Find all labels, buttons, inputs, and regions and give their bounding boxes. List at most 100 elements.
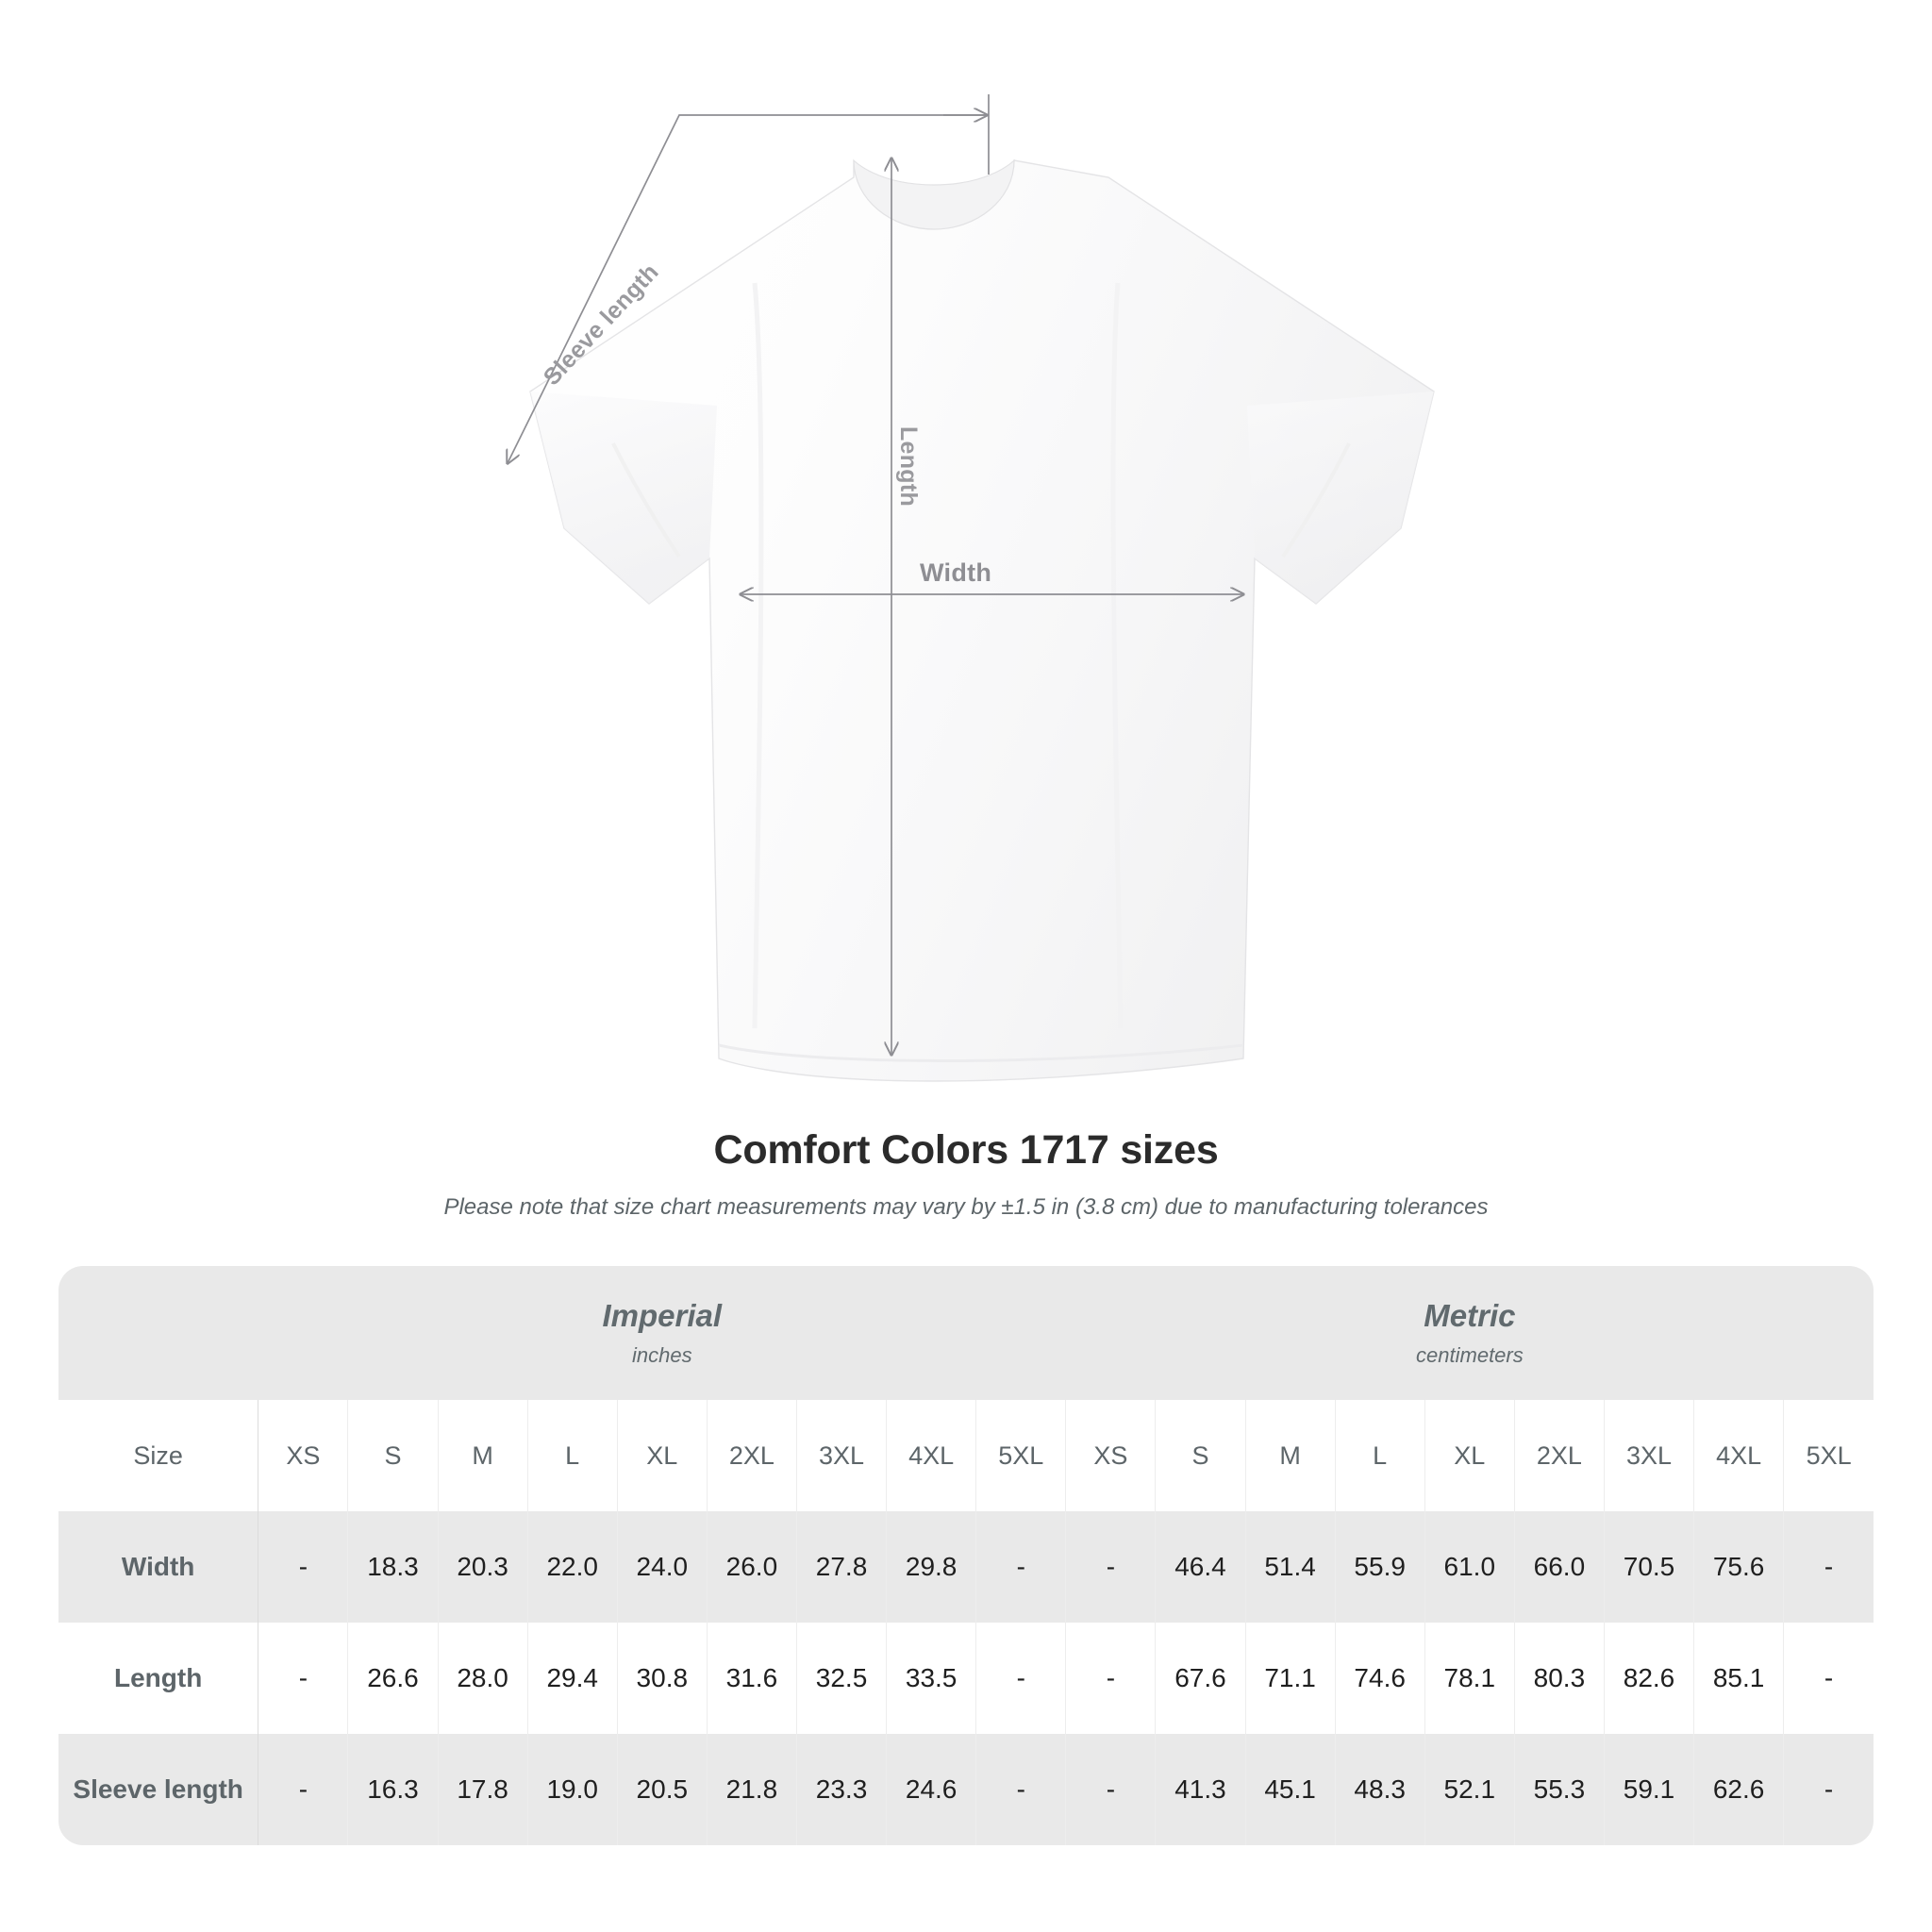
size-header-imperial-3xl: 3XL [796, 1400, 888, 1511]
cell-sleeve-met-2xl: 55.3 [1514, 1734, 1605, 1845]
cell-length-met-xl: 78.1 [1424, 1623, 1515, 1734]
cell-sleeve-imp-5xl: - [975, 1734, 1067, 1845]
cell-width-met-4xl: 75.6 [1693, 1511, 1785, 1623]
unit-sub-metric: centimeters [1416, 1343, 1524, 1367]
tshirt-diagram: Sleeve length Length Width [0, 94, 1435, 1082]
row-label-sleeve-length: Sleeve length [58, 1734, 259, 1845]
cell-length-imp-xl: 30.8 [617, 1623, 708, 1734]
cell-width-imp-4xl: 29.8 [886, 1511, 977, 1623]
cell-length-imp-xs: - [258, 1623, 349, 1734]
size-header-imperial-5xl: 5XL [975, 1400, 1067, 1511]
table-row: Width - 18.3 20.3 22.0 24.0 26.0 27.8 29… [58, 1511, 1874, 1623]
size-header-metric-m: M [1245, 1400, 1336, 1511]
unit-name-metric: Metric [1424, 1298, 1516, 1333]
cell-width-imp-5xl: - [975, 1511, 1067, 1623]
size-header-metric-l: L [1335, 1400, 1425, 1511]
cell-width-imp-l: 22.0 [527, 1511, 618, 1623]
size-header-label: Size [58, 1400, 259, 1511]
cell-length-imp-s: 26.6 [347, 1623, 439, 1734]
cell-length-met-5xl: - [1783, 1623, 1874, 1734]
cell-width-met-l: 55.9 [1335, 1511, 1425, 1623]
unit-sub-imperial: inches [632, 1343, 692, 1367]
cell-length-met-xs: - [1065, 1623, 1157, 1734]
cell-sleeve-imp-s: 16.3 [347, 1734, 439, 1845]
cell-sleeve-met-xl: 52.1 [1424, 1734, 1515, 1845]
size-header-imperial-m: M [438, 1400, 528, 1511]
size-header-imperial-xs: XS [258, 1400, 349, 1511]
size-table-container: Imperial inches Metric centimeters Size … [58, 1266, 1874, 1845]
cell-length-met-4xl: 85.1 [1693, 1623, 1785, 1734]
cell-width-imp-s: 18.3 [347, 1511, 439, 1623]
cell-sleeve-imp-xl: 20.5 [617, 1734, 708, 1845]
unit-cell-imperial: Imperial inches [258, 1266, 1066, 1400]
cell-length-met-3xl: 82.6 [1604, 1623, 1695, 1734]
cell-sleeve-met-s: 41.3 [1155, 1734, 1246, 1845]
size-header-row: Size XS S M L XL 2XL 3XL 4XL 5XL XS S M … [58, 1400, 1874, 1511]
size-header-imperial-l: L [527, 1400, 618, 1511]
size-header-imperial-s: S [347, 1400, 439, 1511]
cell-width-imp-m: 20.3 [438, 1511, 528, 1623]
tshirt-shape [529, 158, 1435, 1082]
cell-width-imp-2xl: 26.0 [707, 1511, 797, 1623]
size-header-imperial-2xl: 2XL [707, 1400, 797, 1511]
cell-sleeve-met-4xl: 62.6 [1693, 1734, 1785, 1845]
length-label: Length [895, 425, 923, 508]
cell-width-met-xs: - [1065, 1511, 1157, 1623]
cell-length-met-s: 67.6 [1155, 1623, 1246, 1734]
row-label-width: Width [58, 1511, 259, 1623]
cell-sleeve-met-xs: - [1065, 1734, 1157, 1845]
cell-width-met-xl: 61.0 [1424, 1511, 1515, 1623]
table-row: Length - 26.6 28.0 29.4 30.8 31.6 32.5 3… [58, 1623, 1874, 1734]
unit-name-imperial: Imperial [602, 1298, 723, 1333]
cell-width-met-s: 46.4 [1155, 1511, 1246, 1623]
sleeve-length-dimension [508, 114, 989, 463]
size-header-metric-2xl: 2XL [1514, 1400, 1605, 1511]
cell-width-met-2xl: 66.0 [1514, 1511, 1605, 1623]
cell-length-imp-5xl: - [975, 1623, 1067, 1734]
unit-system-row: Imperial inches Metric centimeters [58, 1266, 1874, 1400]
cell-sleeve-met-3xl: 59.1 [1604, 1734, 1695, 1845]
cell-sleeve-met-m: 45.1 [1245, 1734, 1336, 1845]
cell-width-imp-xs: - [258, 1511, 349, 1623]
size-header-imperial-4xl: 4XL [886, 1400, 977, 1511]
cell-width-imp-3xl: 27.8 [796, 1511, 888, 1623]
size-header-metric-s: S [1155, 1400, 1246, 1511]
size-header-metric-4xl: 4XL [1693, 1400, 1785, 1511]
cell-length-imp-2xl: 31.6 [707, 1623, 797, 1734]
cell-length-met-m: 71.1 [1245, 1623, 1336, 1734]
cell-sleeve-imp-2xl: 21.8 [707, 1734, 797, 1845]
size-header-metric-xl: XL [1424, 1400, 1515, 1511]
unit-cell-metric: Metric centimeters [1065, 1266, 1874, 1400]
cell-length-met-l: 74.6 [1335, 1623, 1425, 1734]
cell-length-imp-3xl: 32.5 [796, 1623, 888, 1734]
size-header-metric-3xl: 3XL [1604, 1400, 1695, 1511]
cell-width-met-3xl: 70.5 [1604, 1511, 1695, 1623]
cell-sleeve-imp-4xl: 24.6 [886, 1734, 977, 1845]
unit-spacer-cell [58, 1266, 258, 1400]
page-title: Comfort Colors 1717 sizes [713, 1127, 1219, 1173]
size-header-metric-5xl: 5XL [1783, 1400, 1874, 1511]
cell-sleeve-imp-m: 17.8 [438, 1734, 528, 1845]
cell-length-imp-l: 29.4 [527, 1623, 618, 1734]
cell-width-met-m: 51.4 [1245, 1511, 1336, 1623]
cell-sleeve-met-5xl: - [1783, 1734, 1874, 1845]
tolerance-note: Please note that size chart measurements… [443, 1194, 1489, 1220]
size-table: Imperial inches Metric centimeters Size … [58, 1266, 1874, 1845]
cell-length-imp-4xl: 33.5 [886, 1623, 977, 1734]
size-header-imperial-xl: XL [617, 1400, 708, 1511]
table-row: Sleeve length - 16.3 17.8 19.0 20.5 21.8… [58, 1734, 1874, 1845]
width-label: Width [920, 558, 992, 587]
cell-width-met-5xl: - [1783, 1511, 1874, 1623]
row-label-length: Length [58, 1623, 259, 1734]
cell-sleeve-imp-l: 19.0 [527, 1734, 618, 1845]
size-header-metric-xs: XS [1065, 1400, 1157, 1511]
cell-sleeve-met-l: 48.3 [1335, 1734, 1425, 1845]
cell-length-imp-m: 28.0 [438, 1623, 528, 1734]
cell-sleeve-imp-3xl: 23.3 [796, 1734, 888, 1845]
cell-length-met-2xl: 80.3 [1514, 1623, 1605, 1734]
tshirt-illustration [0, 94, 1435, 1082]
cell-width-imp-xl: 24.0 [617, 1511, 708, 1623]
cell-sleeve-imp-xs: - [258, 1734, 349, 1845]
chart-title-block: Comfort Colors 1717 sizes Please note th… [0, 1127, 1932, 1221]
